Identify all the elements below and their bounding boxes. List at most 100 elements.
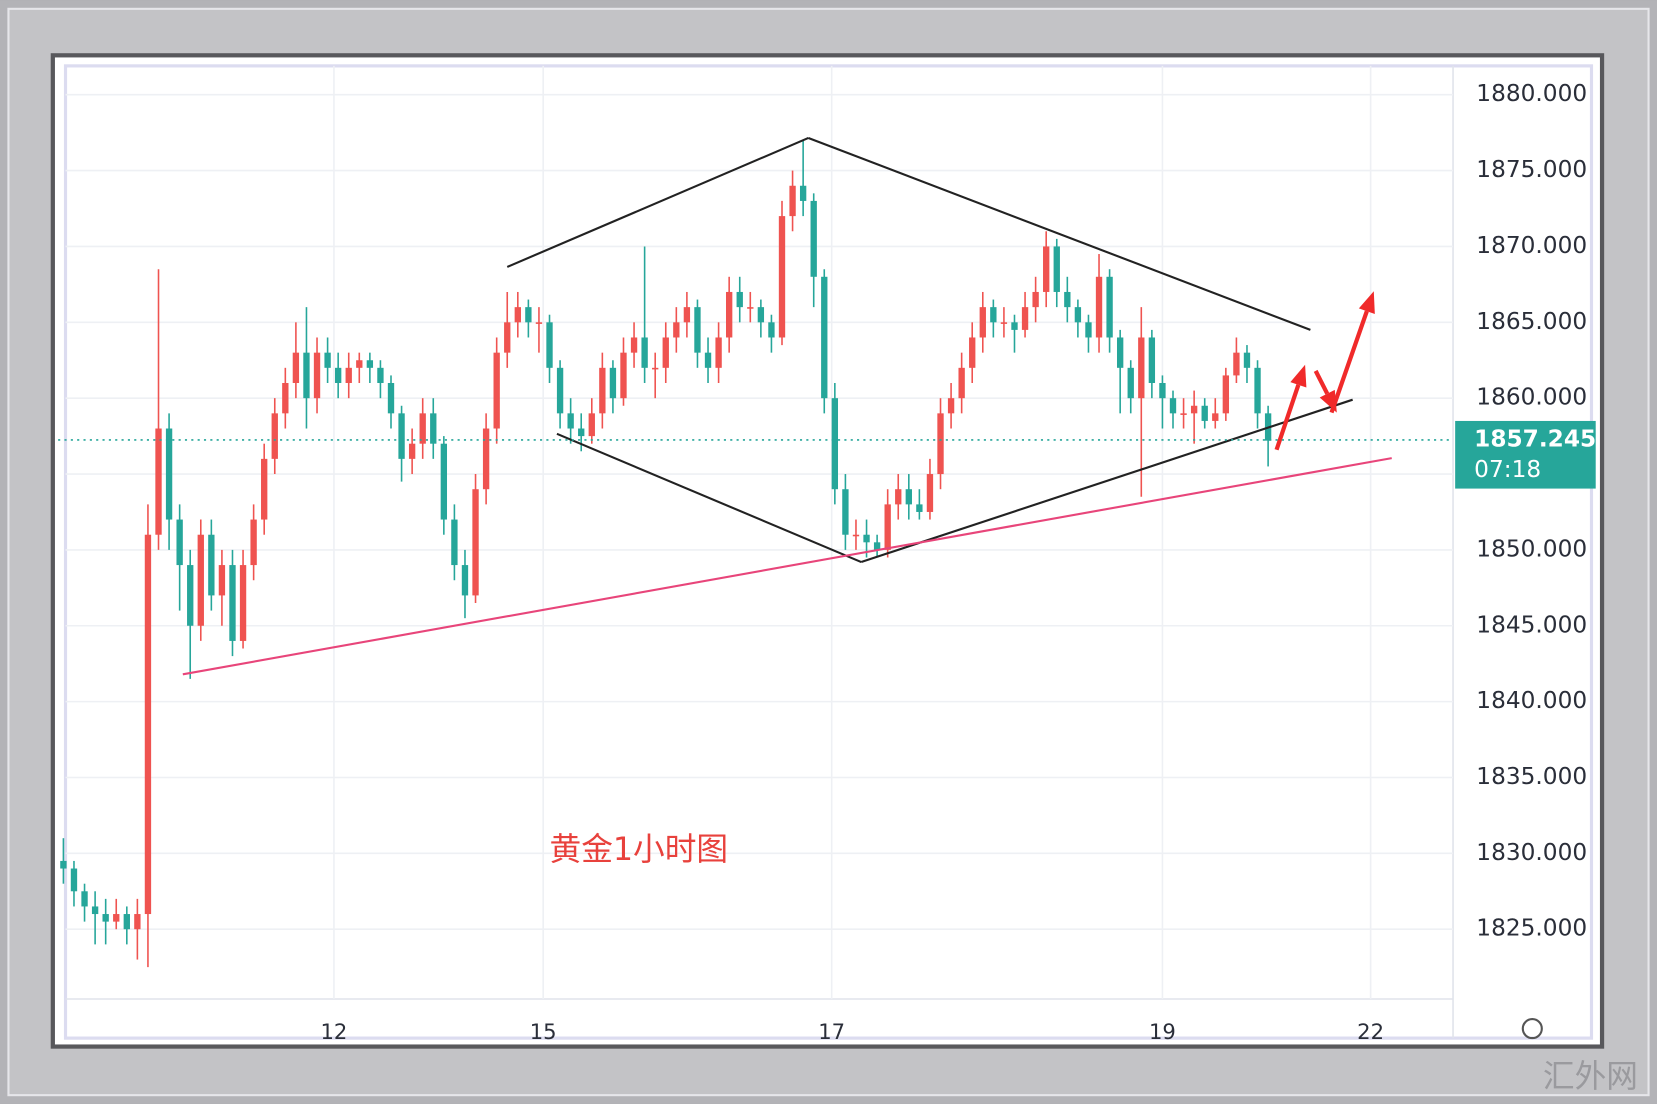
x-tick-label: 17	[818, 1019, 845, 1044]
candle-body	[546, 322, 553, 368]
countdown-label: 07:18	[1474, 456, 1541, 483]
candle-body	[1138, 337, 1145, 399]
settings-icon[interactable]	[1521, 1018, 1543, 1040]
candle-body	[81, 891, 88, 907]
candle-body	[863, 534, 870, 543]
candle-body	[514, 307, 521, 323]
candle-body	[197, 534, 204, 626]
x-tick-label: 19	[1149, 1019, 1176, 1044]
candle-body	[641, 337, 648, 368]
inner-frame	[63, 64, 1594, 1040]
candle-body	[884, 504, 891, 550]
trend-line	[556, 432, 862, 564]
candle-body	[1106, 276, 1113, 338]
y-tick-label: 1880.000	[1476, 80, 1587, 107]
candle-body	[599, 367, 606, 414]
candle-body	[609, 367, 617, 399]
candle-body	[239, 565, 247, 641]
trend-line	[808, 136, 1311, 331]
candle-body	[715, 337, 722, 368]
candle-body	[947, 398, 955, 414]
candle-body	[408, 443, 416, 459]
y-tick-label: 1875.000	[1476, 156, 1587, 183]
candle-body	[123, 914, 130, 930]
candle-body	[398, 413, 405, 459]
candle-body	[694, 307, 701, 353]
candle-body	[1116, 337, 1124, 368]
candle-body	[630, 337, 638, 353]
trend-line	[182, 457, 1392, 676]
candle-body	[218, 565, 226, 596]
y-tick-label: 1840.000	[1476, 687, 1587, 714]
candle-body	[102, 914, 109, 922]
axes: 1825.000 1830.000 1835.000 1840.000 1845.000…	[320, 80, 1596, 1044]
y-tick-label: 1830.000	[1476, 839, 1587, 866]
candle-body	[799, 185, 807, 201]
candle-body	[208, 534, 215, 596]
candle-body	[334, 367, 342, 383]
candle-body	[535, 322, 543, 324]
last-price-box	[1455, 420, 1596, 489]
watermark: 汇外网	[1543, 1059, 1638, 1095]
candle-body	[926, 474, 934, 512]
candle-body	[736, 291, 743, 308]
candle-body	[261, 458, 268, 520]
candle-body	[461, 565, 469, 596]
candle-body	[979, 307, 986, 338]
candle-body	[292, 352, 300, 383]
candle-body	[313, 352, 321, 399]
candle-body	[1190, 405, 1198, 414]
candle-body	[1000, 322, 1008, 324]
candle-body	[144, 534, 152, 915]
candle-body	[916, 504, 923, 512]
candle-body	[366, 360, 374, 368]
candle-body	[493, 352, 500, 429]
candle-body	[525, 307, 532, 323]
candle-body	[1180, 413, 1187, 415]
candle-body	[683, 307, 691, 323]
candle-body	[905, 489, 912, 505]
candle-body	[155, 428, 162, 535]
arrow-shaft	[1274, 384, 1301, 451]
candle-body	[1074, 307, 1082, 323]
candle-body	[895, 489, 902, 505]
x-tick-label: 12	[320, 1019, 347, 1044]
candle-body	[1085, 322, 1092, 338]
candle-body	[377, 367, 384, 383]
candle-body	[165, 428, 173, 520]
candle-body	[472, 489, 479, 596]
candle-body	[1159, 382, 1166, 399]
candle-body	[958, 367, 965, 399]
arrow-head	[1290, 364, 1307, 388]
candle-body	[1254, 367, 1261, 414]
x-tick-label: 22	[1357, 1019, 1384, 1044]
candle-body	[1011, 322, 1018, 330]
candle-body	[725, 291, 733, 338]
y-tick-label: 1825.000	[1476, 915, 1587, 942]
candle-body	[282, 382, 289, 414]
candle-body	[1064, 291, 1071, 308]
candle-body	[757, 307, 765, 323]
y-tick-label: 1845.000	[1476, 611, 1587, 638]
arrow-shaft	[1313, 369, 1330, 395]
candle-body	[1043, 246, 1050, 292]
candle-body	[430, 413, 437, 444]
candle-body	[873, 542, 881, 550]
candle-body	[578, 428, 585, 437]
candle-body	[842, 489, 849, 535]
candle-body	[789, 185, 796, 217]
candle-body	[60, 860, 67, 869]
plot	[58, 136, 1454, 968]
chart-frame	[50, 53, 1605, 1049]
candle-body	[271, 413, 278, 459]
candle-body	[810, 200, 817, 277]
candle-body	[768, 322, 775, 338]
candle-body	[1222, 375, 1230, 414]
candle-body	[588, 413, 595, 437]
candle-body	[356, 360, 363, 368]
candle-body	[250, 519, 257, 566]
y-tick-label: 1850.000	[1476, 535, 1587, 562]
y-tick-label: 1860.000	[1476, 384, 1587, 411]
candle-body	[831, 398, 839, 490]
